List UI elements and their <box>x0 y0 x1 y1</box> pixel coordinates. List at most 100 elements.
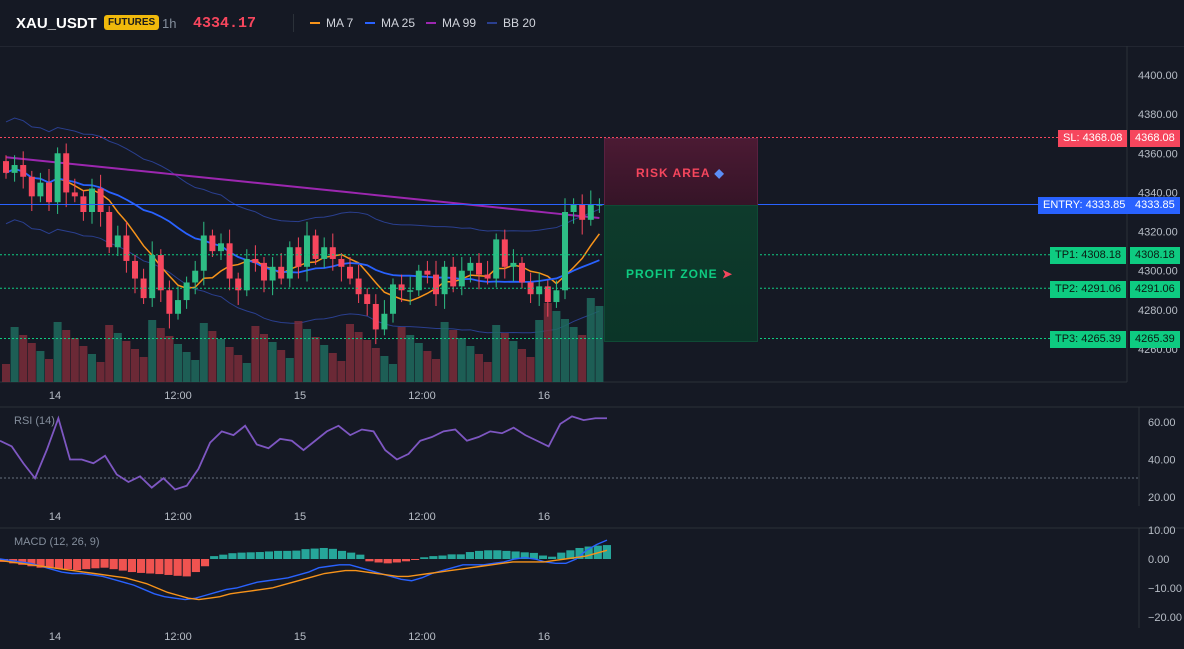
entry-tag[interactable]: ENTRY: 4333.85 <box>1038 197 1131 214</box>
price-x-axis: 14 12:00 15 12:00 16 <box>49 390 550 402</box>
volume-bar <box>139 357 148 382</box>
candle-body <box>390 284 396 314</box>
candle-body <box>166 290 173 314</box>
candle-body <box>20 165 27 177</box>
macd-hist-bar <box>237 552 246 559</box>
macd-hist-bar <box>292 550 301 559</box>
candle-body <box>295 247 302 267</box>
macd-hist-bar <box>456 554 465 559</box>
candle-body <box>252 258 259 263</box>
tp3-tag[interactable]: TP3: 4265.39 <box>1050 331 1127 348</box>
volume-bar <box>449 330 458 382</box>
candle-body <box>114 235 121 248</box>
rsi-y-tick: 60.00 <box>1148 417 1176 429</box>
candle-body <box>355 278 362 295</box>
rsi-line <box>0 415 607 491</box>
tp1-tag[interactable]: TP1: 4308.18 <box>1050 247 1127 264</box>
macd-hist-bar <box>127 559 137 573</box>
volume-bar <box>165 336 174 382</box>
macd-y-axis: 10.00 0.00 −10.00 −20.00 <box>1148 525 1182 624</box>
volume-bar <box>191 360 200 382</box>
candle-body <box>192 270 199 283</box>
candle-body <box>261 262 267 281</box>
candle-body <box>587 204 594 220</box>
ma7-line <box>5 168 601 302</box>
symbol-name[interactable]: XAU_USDT <box>16 15 97 32</box>
timeframe-selector[interactable]: 1h <box>162 16 177 31</box>
volume-bar <box>380 356 389 382</box>
sl-axis-tag: 4368.08 <box>1130 130 1180 147</box>
risk-area-text: RISK AREA <box>636 166 711 180</box>
price-y-tick: 4360.00 <box>1138 148 1178 160</box>
volume-bar <box>346 324 354 382</box>
macd-hist-bar <box>264 551 274 559</box>
volume-bar <box>466 346 475 382</box>
time-tick: 12:00 <box>408 511 436 523</box>
time-tick: 14 <box>49 390 61 402</box>
price-y-tick: 4280.00 <box>1138 305 1178 317</box>
legend-bb20[interactable]: BB 20 <box>487 16 536 30</box>
candle-body <box>235 278 242 291</box>
candle-body <box>527 282 534 295</box>
price-pane: 4400.00 4380.00 4360.00 4340.00 4320.00 4300.… <box>0 46 1178 402</box>
legend-ma99[interactable]: MA 99 <box>426 16 476 30</box>
futures-badge: FUTURES <box>104 15 160 30</box>
macd-hist-bar <box>27 559 36 567</box>
candle-body <box>476 262 482 275</box>
candle-body <box>89 188 95 212</box>
legend-ma25[interactable]: MA 25 <box>365 16 415 30</box>
candle-body <box>200 235 207 271</box>
time-tick: 12:00 <box>408 631 436 643</box>
macd-pane: 10.00 0.00 −10.00 −20.00 14 12:00 15 12:00 16 <box>0 525 1184 643</box>
volume-bar <box>320 345 329 382</box>
candle-body <box>544 286 551 303</box>
volume-bar <box>208 331 217 382</box>
volume-bar <box>492 325 501 382</box>
price-y-tick: 4380.00 <box>1138 109 1178 121</box>
macd-hist-bar <box>484 550 493 559</box>
volume-bar <box>526 357 535 382</box>
candle-body <box>123 235 130 261</box>
time-tick: 16 <box>538 390 550 402</box>
macd-hist-bar <box>392 559 401 563</box>
candle-body <box>63 153 70 193</box>
macd-hist-bar <box>447 554 456 559</box>
macd-hist-bar <box>54 559 63 569</box>
macd-hist-bar <box>401 559 411 562</box>
macd-hist-bar <box>584 546 593 559</box>
macd-hist-bar <box>566 550 575 559</box>
macd-hist-bar <box>228 553 237 559</box>
candle-body <box>226 243 233 279</box>
volume-bar <box>19 335 28 382</box>
candle-body <box>3 161 9 173</box>
price-y-tick: 4320.00 <box>1138 227 1178 239</box>
candle-body <box>97 188 104 212</box>
legend-ma25-label: MA 25 <box>381 16 416 30</box>
legend-ma7[interactable]: MA 7 <box>310 16 353 30</box>
macd-hist-bar <box>155 559 164 575</box>
volume-bar <box>36 351 45 382</box>
volume-bar <box>354 332 363 382</box>
ma25-swatch <box>365 22 375 24</box>
macd-hist-bar <box>319 547 328 559</box>
header-divider <box>293 14 294 32</box>
candle-body <box>157 255 164 291</box>
candle-body <box>415 270 422 291</box>
time-tick: 12:00 <box>408 390 436 402</box>
volume-bar <box>268 342 277 382</box>
macd-hist-bar <box>100 559 109 568</box>
tp2-tag[interactable]: TP2: 4291.06 <box>1050 281 1127 298</box>
macd-hist-bar <box>182 559 191 577</box>
sl-tag[interactable]: SL: 4368.08 <box>1058 130 1128 147</box>
macd-hist-bar <box>219 554 228 559</box>
volume-bar <box>260 334 268 382</box>
candle-body <box>338 258 345 267</box>
candle-body <box>424 270 431 275</box>
candle-body <box>553 290 560 303</box>
macd-hist-bar <box>91 559 100 569</box>
volume-bar <box>62 330 71 382</box>
legend-ma7-label: MA 7 <box>326 16 354 30</box>
macd-hist-bar <box>602 545 611 559</box>
macd-hist-bar <box>548 556 557 559</box>
